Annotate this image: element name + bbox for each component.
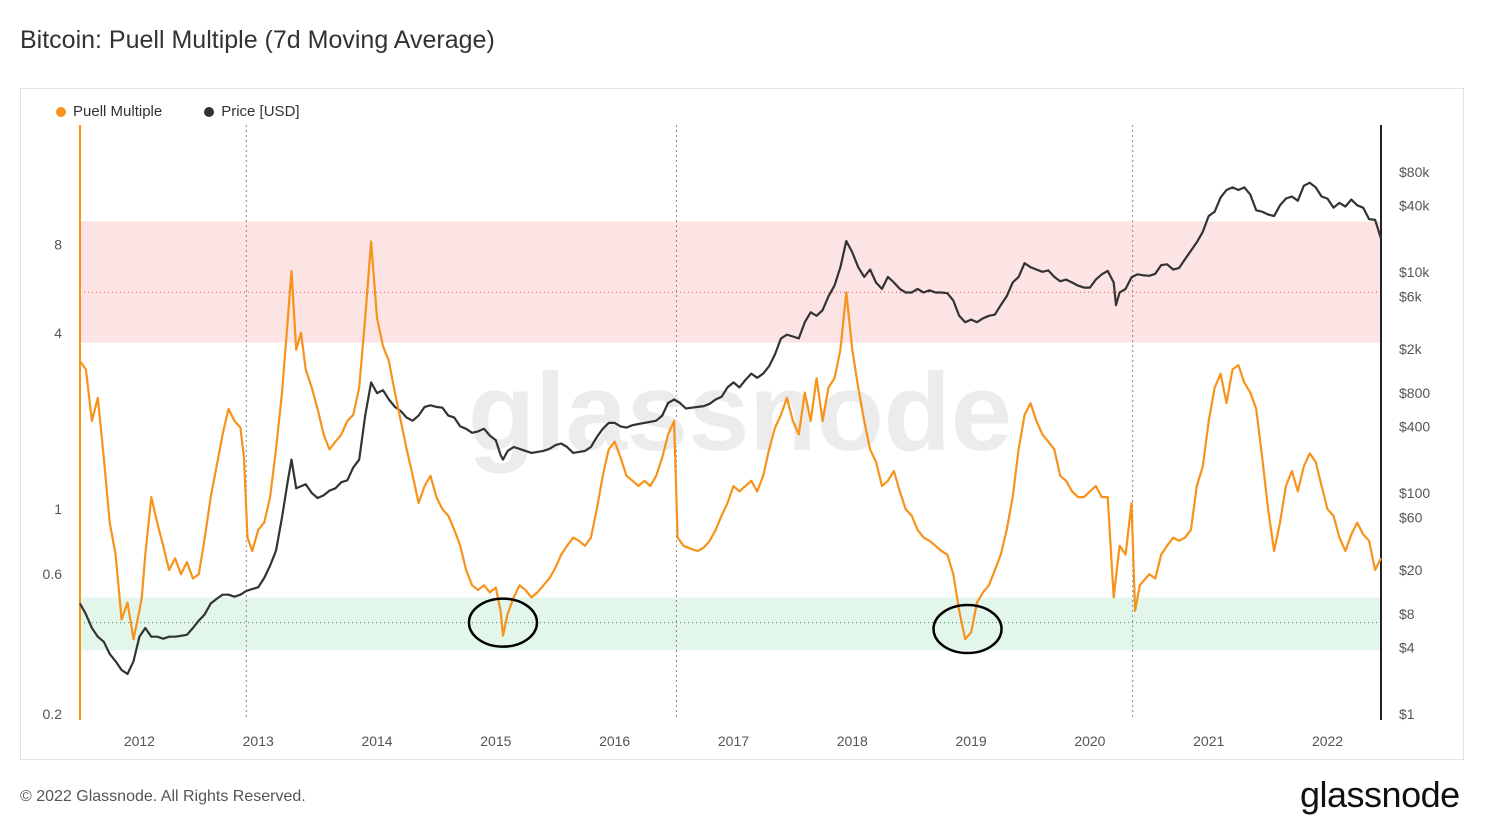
x-tick-label: 2015 [480,733,511,749]
left-tick-label: 0.2 [43,706,63,722]
series-line-price [79,181,1383,676]
x-tick-label: 2018 [837,733,868,749]
series-line-puell [79,240,1382,641]
legend: Puell Multiple Price [USD] [56,103,300,120]
legend-dot-puell [56,106,66,117]
x-tick-label: 2019 [956,733,987,749]
x-tick-label: 2014 [361,733,392,749]
band-overvalued [80,221,1381,343]
right-tick-label: $2k [1399,341,1423,357]
right-tick-label: $4 [1399,639,1415,655]
chart-frame [20,88,1464,760]
right-tick-label: $1 [1399,706,1415,722]
right-tick-label: $40k [1399,197,1430,213]
x-tick-label: 2022 [1312,733,1343,749]
right-tick-label: $20 [1399,562,1423,578]
legend-label-price: Price [USD] [221,103,300,120]
legend-item-price[interactable]: Price [USD] [204,103,300,120]
legend-label-puell: Puell Multiple [73,103,163,120]
right-tick-label: $100 [1399,485,1430,501]
right-tick-label: $60 [1399,509,1423,525]
x-tick-label: 2017 [718,733,749,749]
brand-logo: glassnode [1300,774,1460,815]
x-tick-label: 2012 [124,733,155,749]
right-tick-label: $10k [1399,264,1430,280]
legend-dot-price [204,106,215,117]
left-tick-label: 0.6 [43,566,63,582]
legend-item-puell[interactable]: Puell Multiple [56,103,162,120]
right-tick-label: $800 [1399,385,1430,401]
left-tick-label: 4 [54,325,62,341]
x-tick-label: 2016 [599,733,630,749]
x-tick-label: 2020 [1074,733,1105,749]
band-undervalued [80,597,1381,651]
annotation-circle-1 [467,597,539,648]
right-tick-label: $8 [1399,606,1415,622]
x-tick-label: 2013 [243,733,274,749]
left-tick-label: 1 [54,501,62,517]
left-tick-label: 8 [54,237,62,253]
right-tick-label: $6k [1399,288,1423,304]
right-tick-label: $400 [1399,418,1430,434]
watermark: glassnode [468,351,1012,474]
copyright: © 2022 Glassnode. All Rights Reserved. [20,788,306,805]
x-tick-label: 2021 [1193,733,1224,749]
chart-title: Bitcoin: Puell Multiple (7d Moving Avera… [20,26,495,54]
annotation-circle-2 [932,603,1003,655]
right-tick-label: $80k [1399,164,1430,180]
